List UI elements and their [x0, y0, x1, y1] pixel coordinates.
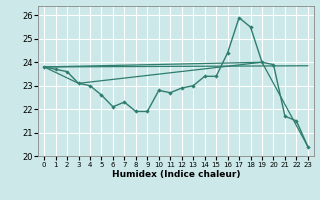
X-axis label: Humidex (Indice chaleur): Humidex (Indice chaleur) [112, 170, 240, 179]
